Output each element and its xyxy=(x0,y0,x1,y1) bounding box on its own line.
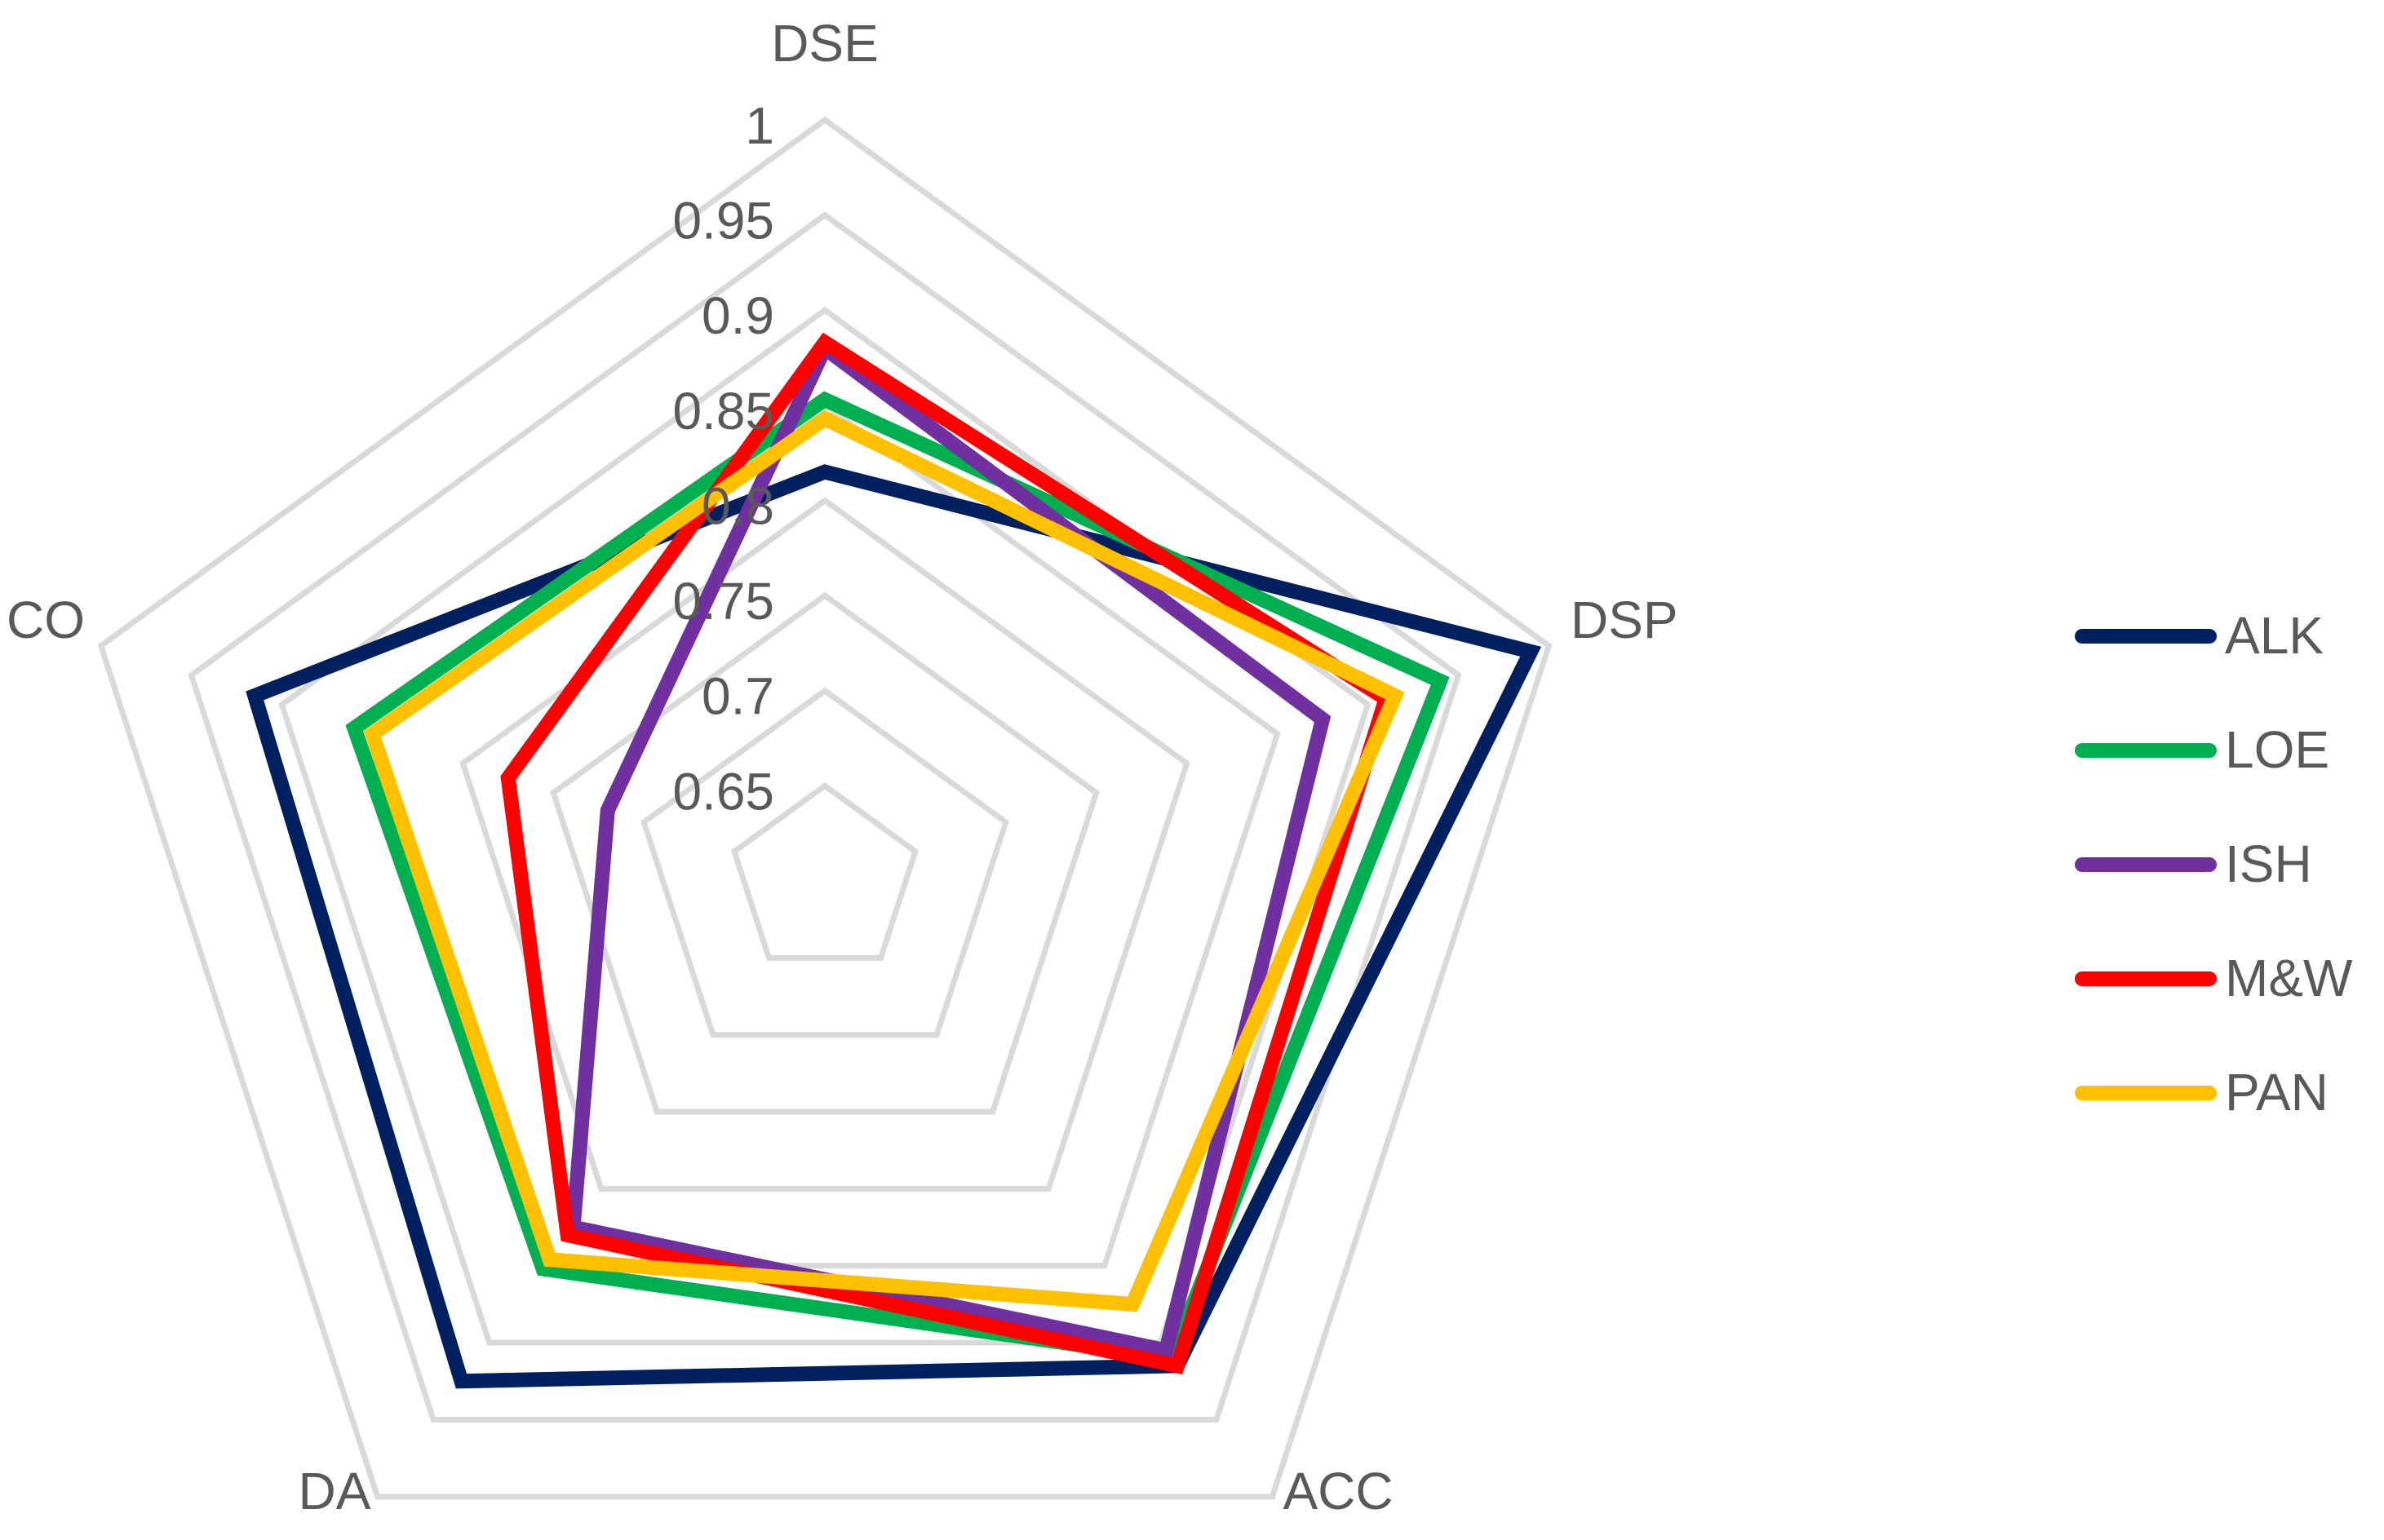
tick-label-0-95: 0.95 xyxy=(672,192,774,250)
legend-item-loe: LOE xyxy=(2075,720,2329,779)
radar-series xyxy=(246,332,1542,1389)
radial-tick-labels: 0.65 0.7 0.75 0.8 0.85 0.9 0.95 1 xyxy=(672,96,774,821)
grid-ring-0-95 xyxy=(188,211,1462,1423)
series-alk xyxy=(246,464,1542,1389)
tick-label-0-9: 0.9 xyxy=(702,286,774,345)
grid-ring-0-7 xyxy=(640,687,1009,1038)
axis-labels: DSE DSP ACC DA CO xyxy=(7,14,1678,1520)
grid-ring-0-75 xyxy=(550,591,1100,1115)
series-pan xyxy=(363,409,1405,1312)
tick-label-0-8: 0.8 xyxy=(702,476,774,535)
tick-label-1: 1 xyxy=(745,96,774,155)
tick-label-0-7: 0.7 xyxy=(702,667,774,726)
legend-item-alk: ALK xyxy=(2075,606,2324,665)
axis-label-acc: ACC xyxy=(1283,1462,1393,1520)
tick-label-0-65: 0.65 xyxy=(672,762,774,821)
legend-label-pan: PAN xyxy=(2225,1063,2329,1122)
legend-item-m-w: M&W xyxy=(2075,949,2353,1007)
legend-label-alk: ALK xyxy=(2225,606,2324,665)
tick-label-0-85: 0.85 xyxy=(672,382,774,440)
legend-item-ish: ISH xyxy=(2075,834,2312,893)
legend-label-ish: ISH xyxy=(2225,834,2312,893)
series-loe xyxy=(345,391,1450,1366)
grid-ring-0-8 xyxy=(459,497,1190,1192)
axis-label-da: DA xyxy=(299,1462,371,1520)
legend-item-pan: PAN xyxy=(2075,1063,2329,1122)
axis-label-co: CO xyxy=(7,591,85,649)
legend: ALK LOE ISH M&W PAN xyxy=(2075,606,2353,1122)
legend-label-m-w: M&W xyxy=(2225,949,2353,1007)
tick-label-0-75: 0.75 xyxy=(672,572,774,631)
legend-label-loe: LOE xyxy=(2225,720,2329,779)
axis-label-dsp: DSP xyxy=(1571,591,1678,649)
grid-ring-0-65 xyxy=(730,782,919,961)
axis-label-dse: DSE xyxy=(771,14,879,73)
grid-ring-1 xyxy=(97,116,1553,1500)
